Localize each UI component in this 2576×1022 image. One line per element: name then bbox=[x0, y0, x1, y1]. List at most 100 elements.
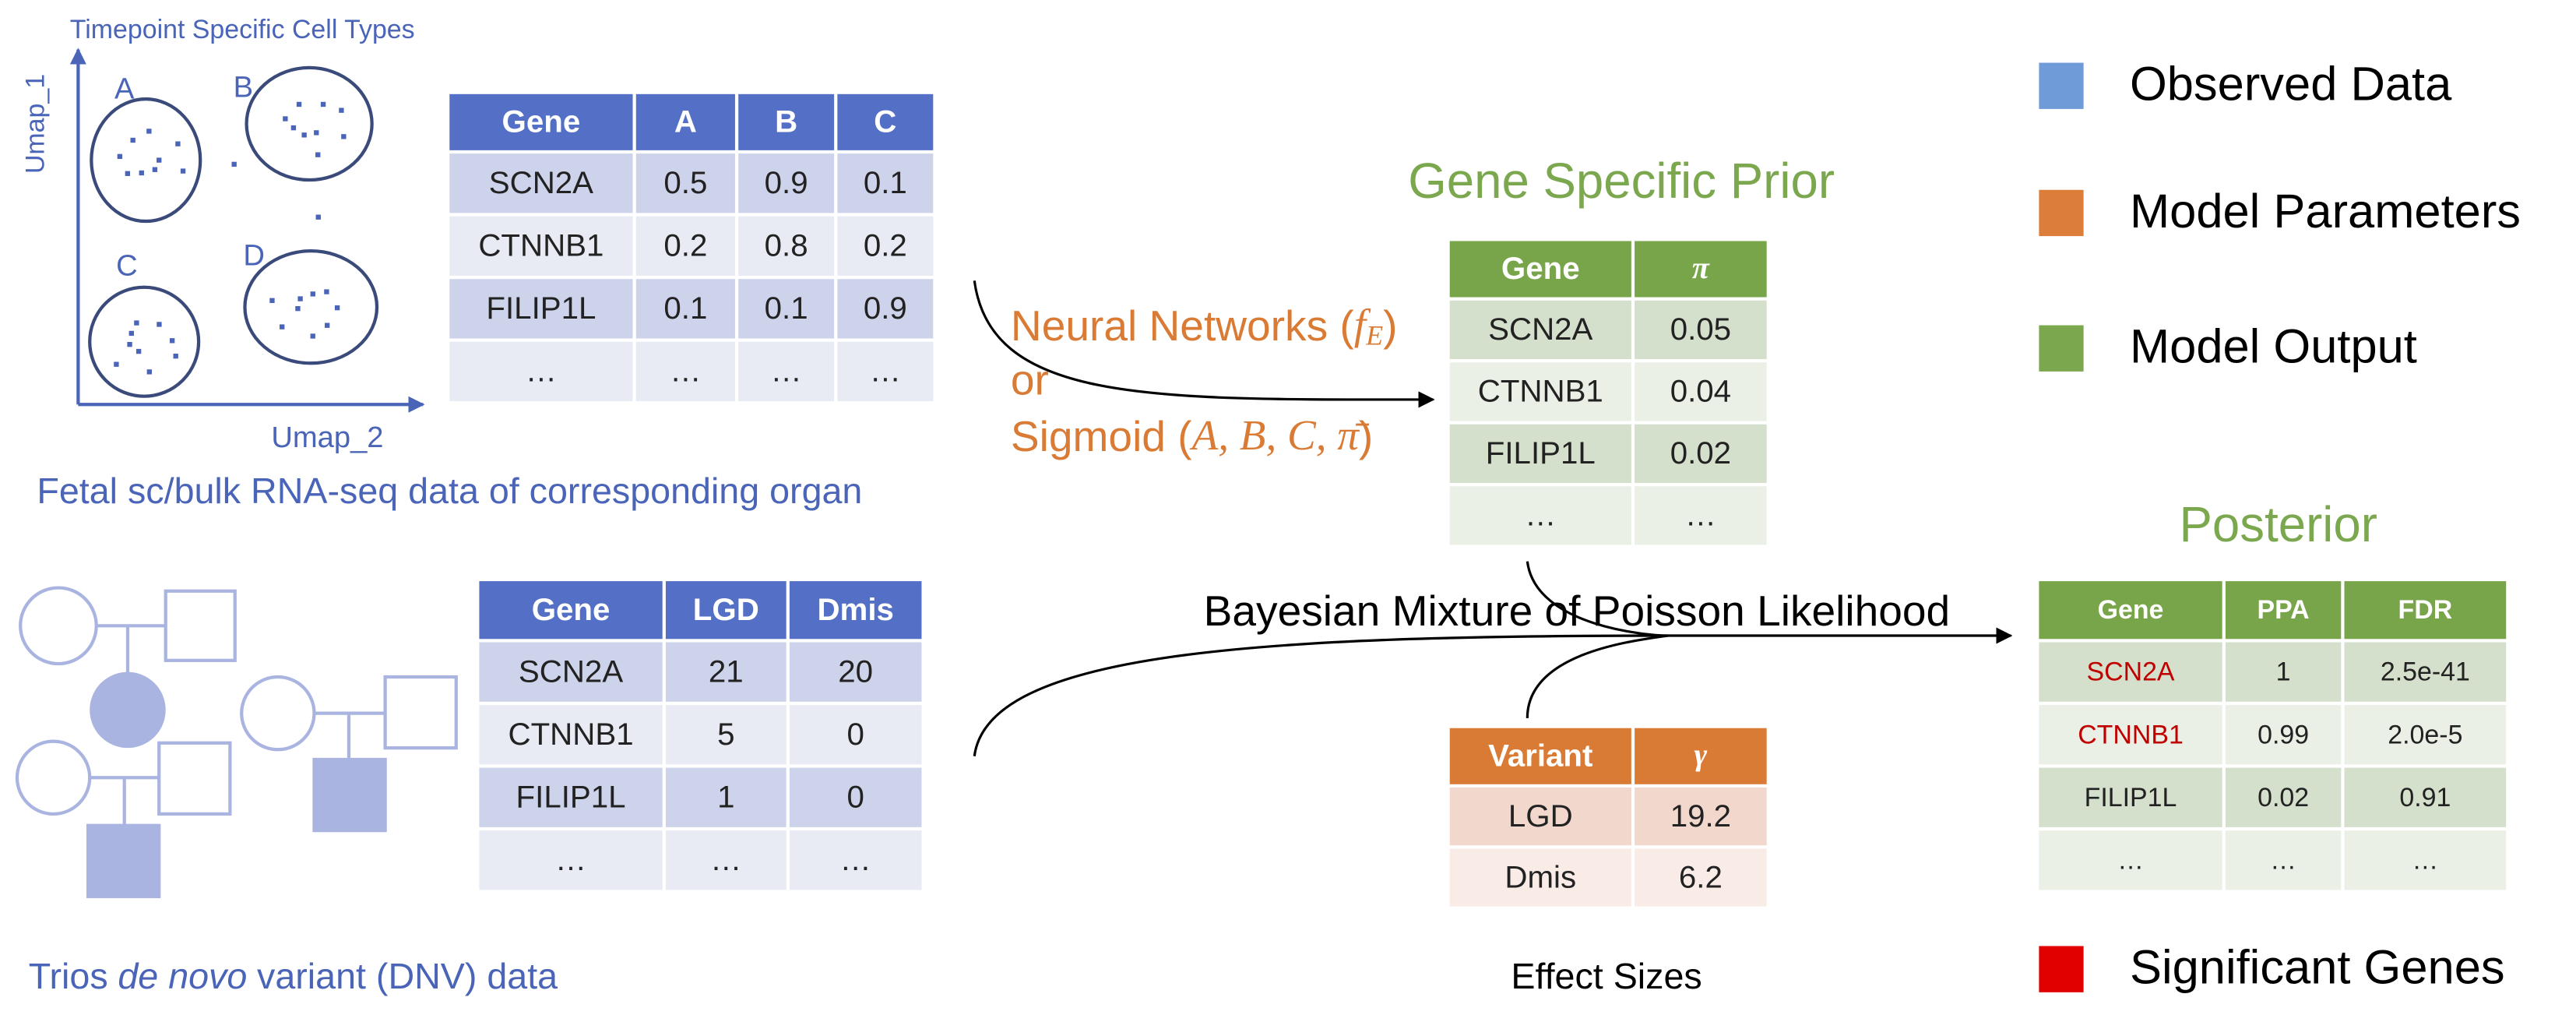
legend-label: Model Parameters bbox=[2130, 185, 2521, 238]
cell-dot bbox=[134, 320, 139, 326]
cell bbox=[2039, 705, 2222, 765]
cell-text: 0 bbox=[846, 717, 864, 752]
cell-text: 0.9 bbox=[864, 291, 907, 326]
cell-dot bbox=[290, 125, 297, 131]
cell bbox=[2225, 830, 2342, 890]
pedigree bbox=[15, 586, 458, 899]
cell-text: SCN2A bbox=[489, 165, 593, 200]
cell bbox=[2344, 767, 2507, 827]
cell bbox=[738, 341, 835, 402]
legend-label: Observed Data bbox=[2130, 58, 2452, 111]
cell-text: 0 bbox=[846, 780, 864, 815]
cell bbox=[449, 279, 633, 339]
cell-text: … bbox=[2270, 845, 2296, 875]
header-cell bbox=[2039, 581, 2222, 640]
header-text: Variant bbox=[1488, 738, 1592, 774]
cluster bbox=[245, 65, 374, 182]
header-text: FDR bbox=[2398, 595, 2453, 625]
cell-dot bbox=[314, 130, 319, 136]
cell-text: … bbox=[526, 354, 557, 389]
header-text: Gene bbox=[2098, 595, 2164, 625]
method-line: Sigmoid (A, B, C, π̄) bbox=[1011, 411, 1373, 460]
cell-dot bbox=[175, 141, 181, 146]
cell bbox=[1449, 848, 1631, 907]
cell bbox=[449, 341, 633, 402]
umap-caption: Fetal sc/bulk RNA-seq data of correspond… bbox=[37, 470, 862, 511]
method-line: or bbox=[1011, 355, 1049, 404]
header-text: π bbox=[1692, 250, 1710, 285]
cell-text: 1 bbox=[717, 780, 734, 815]
cell-text: Dmis bbox=[1504, 859, 1576, 894]
header-text: LGD bbox=[693, 592, 759, 627]
cell-dot bbox=[297, 296, 303, 301]
cell-text: … bbox=[710, 842, 741, 877]
cell-text: CTNNB1 bbox=[509, 717, 634, 752]
legend-swatch bbox=[2039, 189, 2084, 237]
cell bbox=[738, 279, 835, 339]
cell bbox=[1635, 848, 1767, 907]
cell bbox=[1635, 486, 1767, 545]
cell-text: 0.5 bbox=[663, 165, 707, 200]
cell bbox=[738, 216, 835, 276]
cell bbox=[1449, 362, 1631, 421]
header-cell bbox=[665, 581, 787, 640]
cell-dot bbox=[296, 101, 302, 107]
arrows bbox=[973, 280, 2013, 756]
cell bbox=[789, 705, 922, 765]
cell bbox=[837, 153, 934, 213]
cell-dot bbox=[146, 369, 152, 375]
caption-part: Trios bbox=[29, 956, 108, 996]
cell bbox=[1635, 788, 1767, 846]
header-cell bbox=[738, 93, 835, 150]
header-cell bbox=[1635, 241, 1767, 298]
header-text: A bbox=[674, 104, 697, 139]
cell-text: … bbox=[2117, 845, 2144, 875]
cell bbox=[635, 153, 735, 213]
cell bbox=[449, 216, 633, 276]
cell bbox=[2344, 642, 2507, 702]
cell-dot bbox=[310, 333, 315, 339]
dnv-caption: Trios de novo variant (DNV) data bbox=[29, 956, 558, 996]
header-cell bbox=[2225, 581, 2342, 640]
cell-dot bbox=[180, 168, 186, 174]
cell-dot bbox=[169, 338, 175, 344]
cell-text: 0.02 bbox=[1670, 435, 1731, 470]
effect-caption: Effect Sizes bbox=[1511, 956, 1701, 996]
cell bbox=[449, 153, 633, 213]
cell-text: 0.05 bbox=[1670, 312, 1731, 347]
cell-text: … bbox=[840, 842, 871, 877]
cluster bbox=[88, 285, 201, 398]
cell-text: … bbox=[1525, 498, 1556, 533]
cell-dot bbox=[324, 289, 329, 294]
cell-text: 0.1 bbox=[663, 291, 707, 326]
cell-dot bbox=[157, 157, 162, 163]
caption-part: de novo bbox=[118, 956, 247, 996]
cell-text: CTNNB1 bbox=[478, 228, 604, 263]
cell-dot bbox=[117, 153, 123, 160]
label-part: A, B, C, π̄ bbox=[1189, 411, 1370, 458]
label-part: E bbox=[1365, 320, 1383, 351]
cell bbox=[1635, 424, 1767, 483]
header-text: γ bbox=[1694, 737, 1708, 772]
cell-text: 0.02 bbox=[2258, 783, 2309, 812]
cell-text: CTNNB1 bbox=[2078, 720, 2184, 749]
cell-dot bbox=[127, 341, 132, 347]
cell-text: 0.2 bbox=[663, 228, 707, 263]
cell-text: 0.99 bbox=[2258, 720, 2309, 749]
cell-text: LGD bbox=[1508, 798, 1573, 833]
cell bbox=[635, 341, 735, 402]
cell-text: FILIP1L bbox=[1486, 435, 1596, 470]
legend-label: Significant Genes bbox=[2130, 941, 2505, 995]
cell bbox=[789, 830, 922, 890]
header-text: Gene bbox=[1501, 251, 1580, 286]
cell bbox=[2039, 642, 2222, 702]
cell-dot bbox=[130, 137, 135, 143]
cell-text: 2.0e-5 bbox=[2388, 720, 2462, 749]
cell-dot bbox=[125, 171, 131, 176]
cluster bbox=[90, 97, 202, 224]
cell-dot bbox=[295, 305, 301, 312]
cell-text: … bbox=[555, 842, 586, 877]
label-part: ) bbox=[1359, 411, 1373, 460]
cell-dot bbox=[334, 305, 340, 311]
